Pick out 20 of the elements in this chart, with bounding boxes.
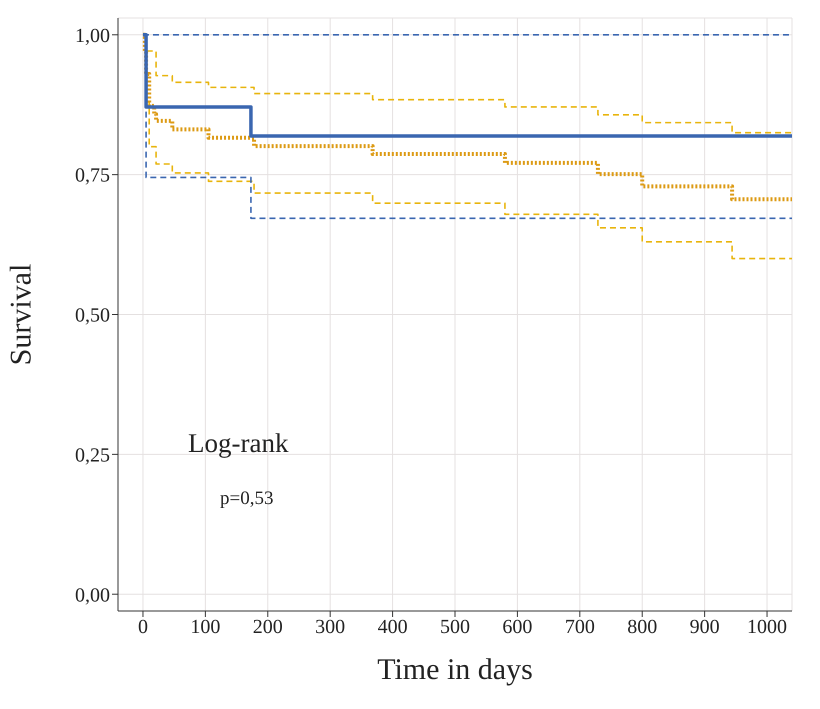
x-tick-label: 0 <box>138 616 148 638</box>
x-tick-label: 500 <box>440 616 470 638</box>
y-tick-label: 1,00 <box>75 24 110 47</box>
x-tick-label: 900 <box>690 616 720 638</box>
x-axis-title: Time in days <box>377 653 533 686</box>
y-tick-label: 0,75 <box>75 164 110 187</box>
annotation: Log-rank <box>188 428 288 459</box>
annotation: p=0,53 <box>220 488 274 510</box>
x-tick-label: 300 <box>315 616 346 638</box>
x-tick-label: 700 <box>564 616 595 638</box>
x-tick-label: 800 <box>627 616 658 638</box>
y-tick-label: 0,50 <box>75 304 110 327</box>
y-tick-label: 0,25 <box>75 444 110 466</box>
x-tick-label: 1000 <box>747 616 788 638</box>
x-tick-label: 100 <box>190 616 220 638</box>
y-axis-title: Survival <box>4 264 38 366</box>
x-tick-label: 600 <box>502 616 532 638</box>
x-tick-label: 400 <box>378 616 408 638</box>
y-tick-label: 0,00 <box>75 584 110 606</box>
x-tick-label: 200 <box>252 616 283 638</box>
